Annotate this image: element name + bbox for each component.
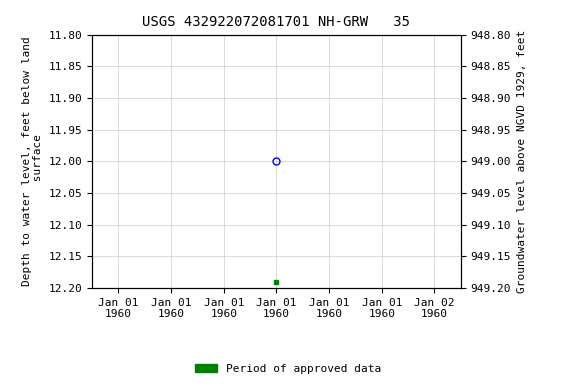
Y-axis label: Depth to water level, feet below land
 surface: Depth to water level, feet below land su… bbox=[21, 36, 43, 286]
Y-axis label: Groundwater level above NGVD 1929, feet: Groundwater level above NGVD 1929, feet bbox=[517, 30, 526, 293]
Title: USGS 432922072081701 NH-GRW   35: USGS 432922072081701 NH-GRW 35 bbox=[142, 15, 411, 29]
Legend: Period of approved data: Period of approved data bbox=[191, 359, 385, 379]
